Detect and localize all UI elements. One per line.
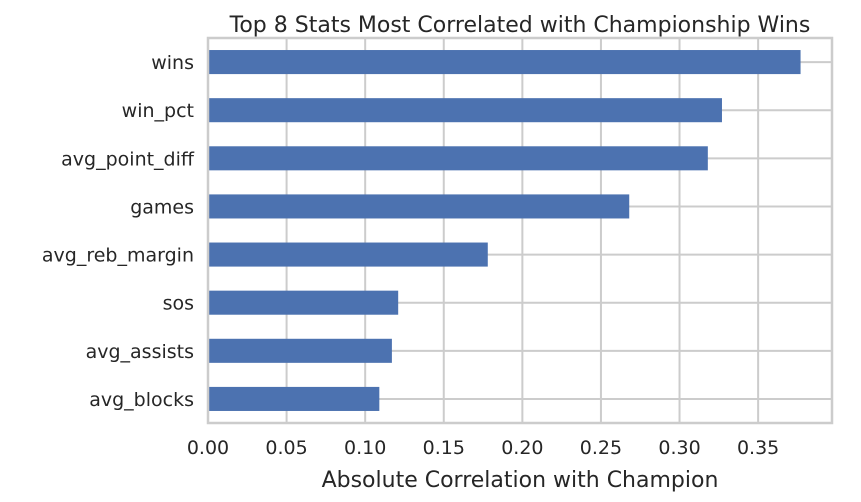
y-tick-label: avg_reb_margin [42, 245, 194, 267]
bar-games [208, 194, 630, 219]
bar-avg-reb-margin [208, 242, 488, 267]
chart-title: Top 8 Stats Most Correlated with Champio… [229, 13, 811, 38]
bar-wins [208, 50, 801, 75]
bar-avg-assists [208, 338, 392, 363]
x-tick-label: 0.00 [187, 437, 229, 459]
bar-avg-blocks [208, 386, 380, 411]
x-tick-label: 0.25 [580, 437, 622, 459]
x-tick-label: 0.20 [501, 437, 543, 459]
x-axis-label: Absolute Correlation with Champion [322, 468, 719, 493]
bar-avg-point-diff [208, 146, 708, 171]
y-tick-label: wins [151, 52, 194, 74]
y-tick-label: avg_assists [86, 341, 194, 363]
y-tick-label: avg_point_diff [61, 148, 195, 170]
x-tick-labels: 0.00 0.05 0.10 0.15 0.20 0.25 0.30 0.35 [187, 437, 779, 459]
y-tick-label: sos [163, 293, 194, 315]
bar-sos [208, 290, 399, 315]
y-tick-label: avg_blocks [89, 389, 194, 411]
y-tick-label: games [130, 196, 194, 218]
bar-win-pct [208, 98, 722, 123]
x-tick-label: 0.15 [423, 437, 465, 459]
x-tick-label: 0.05 [265, 437, 307, 459]
plot-frame [206, 36, 834, 425]
grid [207, 38, 832, 423]
bars [208, 50, 801, 411]
x-tick-label: 0.10 [344, 437, 386, 459]
x-tick-label: 0.30 [658, 437, 700, 459]
x-tick-label: 0.35 [737, 437, 779, 459]
y-tick-label: win_pct [122, 100, 194, 122]
